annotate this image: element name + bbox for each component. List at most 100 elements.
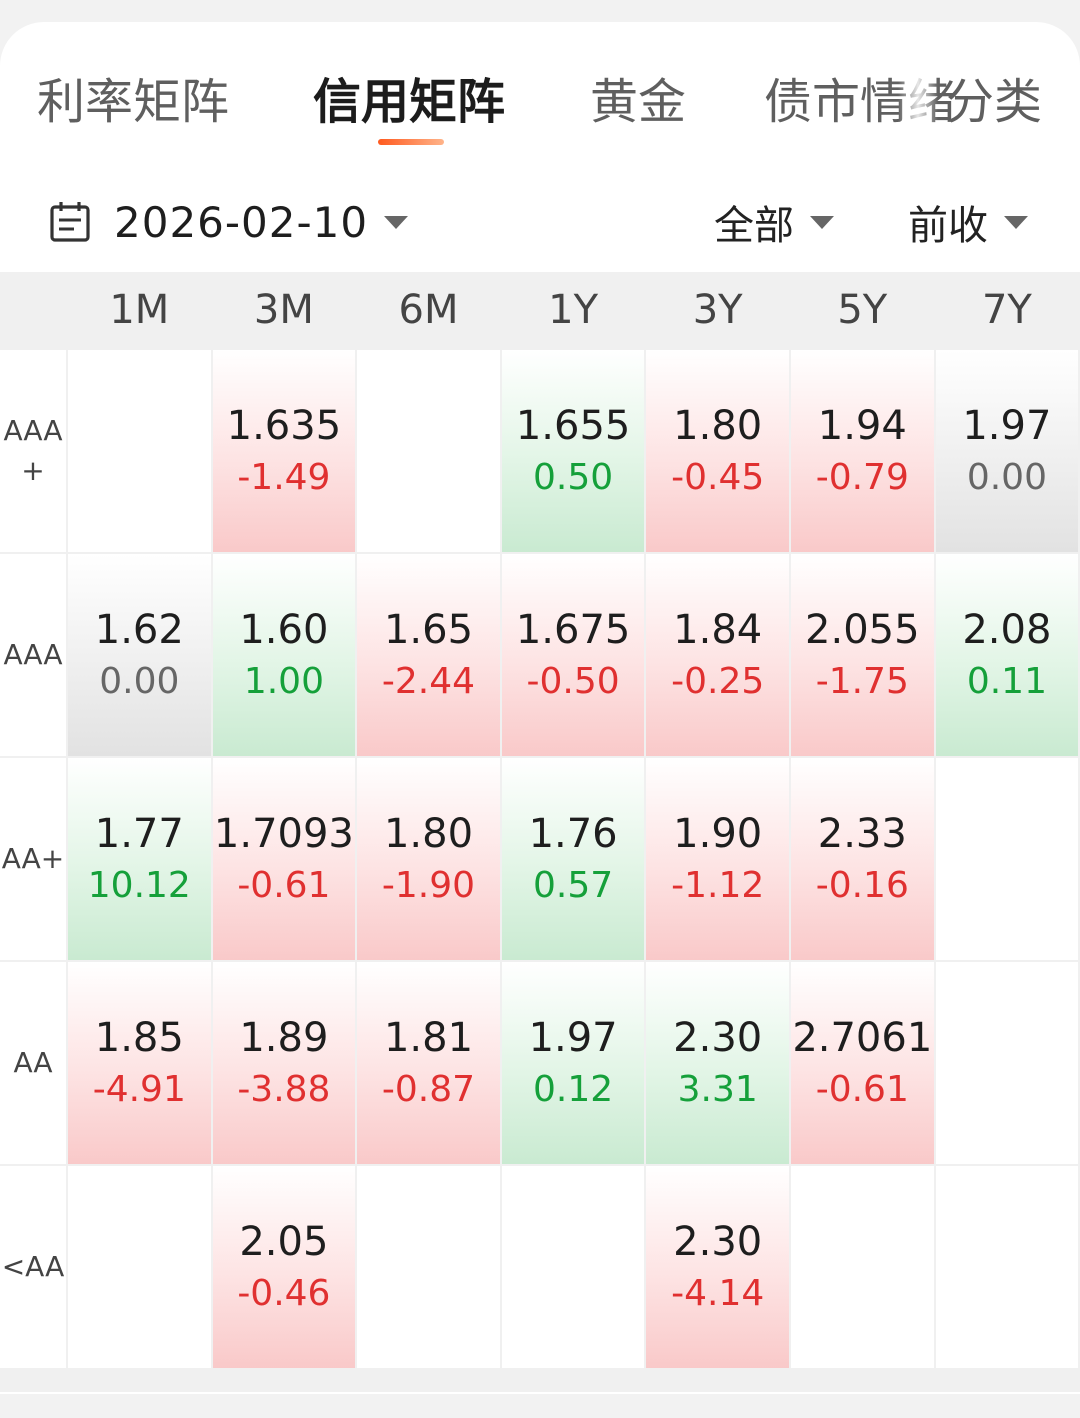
tab-gold[interactable]: 黄金 (590, 74, 687, 130)
matrix-cell[interactable]: 1.80 -0.45 (646, 350, 789, 552)
matrix-cell[interactable]: 1.635 -1.49 (212, 350, 356, 552)
matrix-cell-empty (357, 350, 500, 552)
row-label: AAA + (0, 350, 66, 552)
yield-value: 2.05 (239, 1219, 329, 1265)
yield-value: 1.94 (817, 403, 907, 449)
matrix-cell[interactable]: 1.97 0.12 (501, 962, 645, 1164)
tab-bar: 利率矩阵 信用矩阵 黄金 债市情绪 分类 (0, 22, 1080, 172)
yield-change: -0.79 (815, 457, 909, 498)
filter-bar: 2026-02-10 全部 前收 (0, 172, 1080, 272)
compare-label: 前收 (908, 203, 988, 249)
yield-value: 1.655 (515, 403, 631, 449)
yield-value: 1.65 (383, 607, 474, 653)
matrix-cell[interactable]: 1.76 0.57 (501, 758, 645, 960)
matrix-cell[interactable]: 1.89 -3.88 (212, 962, 356, 1164)
matrix-cell[interactable]: 1.77 10.12 (68, 758, 211, 960)
compare-dropdown[interactable]: 前收 (908, 184, 1028, 260)
column-header-7y: 7Y (935, 272, 1079, 348)
scope-dropdown[interactable]: 全部 (714, 184, 834, 260)
caret-down-icon (1004, 215, 1028, 229)
yield-value: 1.635 (226, 403, 342, 449)
yield-change: 1.00 (243, 661, 324, 702)
matrix-cell[interactable]: 1.675 -0.50 (501, 554, 645, 756)
date-value: 2026-02-10 (114, 197, 369, 247)
yield-change: -0.25 (671, 661, 765, 702)
yield-change: 0.57 (533, 865, 614, 906)
yield-change: -0.16 (815, 865, 909, 906)
matrix-cell[interactable]: 1.80 -1.90 (357, 758, 500, 960)
yield-change: -0.45 (671, 457, 765, 498)
yield-value: 1.97 (528, 1015, 618, 1061)
yield-change: 0.00 (966, 457, 1047, 498)
yield-change: -0.61 (815, 1069, 909, 1110)
matrix-cell[interactable]: 1.85 -4.91 (68, 962, 211, 1164)
matrix-cell[interactable]: 1.84 -0.25 (646, 554, 789, 756)
yield-change: -4.14 (671, 1273, 765, 1314)
matrix-cell-empty (357, 1166, 500, 1368)
yield-value: 1.76 (528, 811, 618, 857)
matrix-cell-empty (68, 1166, 211, 1368)
matrix-cell-empty (935, 1166, 1079, 1368)
matrix-cell[interactable]: 1.97 0.00 (935, 350, 1079, 552)
matrix-cell[interactable]: 1.62 0.00 (68, 554, 211, 756)
matrix-cell[interactable]: 1.65 -2.44 (357, 554, 500, 756)
yield-value: 1.97 (962, 403, 1052, 449)
yield-change: -4.91 (92, 1069, 186, 1110)
yield-value: 1.90 (673, 811, 763, 857)
tab-rate-matrix[interactable]: 利率矩阵 (37, 74, 230, 130)
yield-change: -0.50 (526, 661, 620, 702)
matrix-cell[interactable]: 2.33 -0.16 (791, 758, 934, 960)
yield-change: -1.12 (671, 865, 765, 906)
date-picker[interactable]: 2026-02-10 (48, 184, 409, 260)
matrix-cell-empty (501, 1166, 645, 1368)
caret-down-icon (810, 215, 834, 229)
matrix-cell[interactable]: 2.055 -1.75 (791, 554, 934, 756)
yield-value: 1.60 (239, 607, 329, 653)
matrix-cell-empty (68, 350, 211, 552)
column-header-5y: 5Y (791, 272, 934, 348)
tab-bond-sentiment[interactable]: 债市情绪 (764, 74, 957, 130)
matrix-cell[interactable]: 2.08 0.11 (935, 554, 1079, 756)
yield-change: -1.75 (815, 661, 909, 702)
matrix-cell-empty (935, 758, 1079, 960)
caret-down-icon (384, 215, 409, 229)
yield-value: 2.055 (805, 607, 920, 653)
yield-value: 1.80 (673, 403, 763, 449)
yield-change: 3.31 (677, 1069, 758, 1110)
yield-value: 2.08 (962, 607, 1052, 653)
calendar-icon (50, 202, 90, 242)
credit-matrix-card: 利率矩阵 信用矩阵 黄金 债市情绪 分类 2026-02-10 全部 前收 (0, 22, 1080, 1394)
matrix-cell[interactable]: 1.655 0.50 (501, 350, 645, 552)
column-header-3m: 3M (212, 272, 356, 348)
matrix-cell[interactable]: 1.94 -0.79 (791, 350, 934, 552)
yield-value: 1.80 (383, 811, 474, 857)
yield-change: 0.50 (533, 457, 614, 498)
yield-change: 0.11 (966, 661, 1047, 702)
tab-category[interactable]: 分类 (946, 74, 1043, 130)
yield-value: 1.85 (94, 1015, 184, 1061)
yield-value: 1.81 (383, 1015, 474, 1061)
matrix-cell[interactable]: 1.7093 -0.61 (212, 758, 356, 960)
yield-value: 1.84 (673, 607, 763, 653)
matrix-cell[interactable]: 2.30 3.31 (646, 962, 789, 1164)
yield-change: 0.12 (533, 1069, 614, 1110)
matrix-cell[interactable]: 1.81 -0.87 (357, 962, 500, 1164)
yield-change: -0.46 (237, 1273, 331, 1314)
matrix-cell[interactable]: 1.90 -1.12 (646, 758, 789, 960)
column-header-6m: 6M (357, 272, 500, 348)
row-label: <AA (0, 1166, 66, 1368)
matrix-cell[interactable]: 2.30 -4.14 (646, 1166, 789, 1368)
yield-value: 2.7061 (792, 1015, 933, 1061)
yield-value: 2.33 (817, 811, 907, 857)
scope-label: 全部 (714, 203, 794, 249)
tab-credit-matrix[interactable]: 信用矩阵 (313, 74, 506, 130)
column-header-1m: 1M (68, 272, 211, 348)
yield-change: 10.12 (87, 865, 191, 906)
matrix-cell[interactable]: 1.60 1.00 (212, 554, 356, 756)
row-label: AA (0, 962, 66, 1164)
matrix-cell-empty (791, 1166, 934, 1368)
matrix-cell[interactable]: 2.7061 -0.61 (791, 962, 934, 1164)
yield-change: -1.49 (237, 457, 331, 498)
matrix-cell[interactable]: 2.05 -0.46 (212, 1166, 356, 1368)
row-label: AAA (0, 554, 66, 756)
